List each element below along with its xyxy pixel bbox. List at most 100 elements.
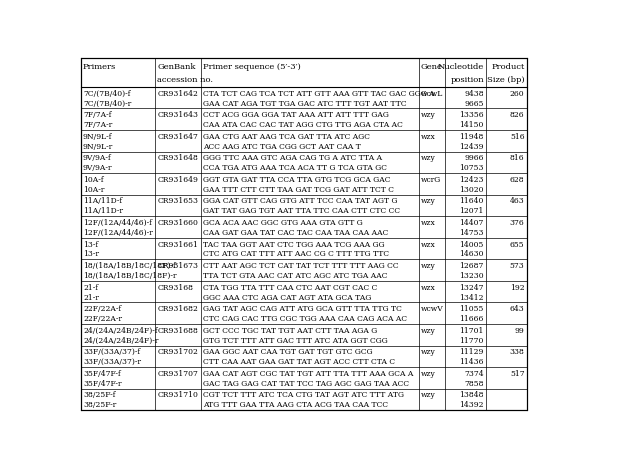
Text: 12439: 12439 xyxy=(459,143,484,150)
Text: 11A/11D-f: 11A/11D-f xyxy=(83,197,122,205)
Text: CGT TCT TTT ATC TCA CTG TAT AGT ATC TTT ATG: CGT TCT TTT ATC TCA CTG TAT AGT ATC TTT … xyxy=(203,391,404,399)
Text: 18/(18A/18B/18C/18F)-f: 18/(18A/18B/18C/18F)-f xyxy=(83,262,176,269)
Text: 12423: 12423 xyxy=(459,175,484,183)
Text: 9665: 9665 xyxy=(464,100,484,107)
Text: 12F/(12A/44/46)-f: 12F/(12A/44/46)-f xyxy=(83,219,152,226)
Text: GCT CCC TGC TAT TGT AAT CTT TAA AGA G: GCT CCC TGC TAT TGT AAT CTT TAA AGA G xyxy=(203,326,377,334)
Text: 826: 826 xyxy=(510,111,525,119)
Text: 9V/9A-f: 9V/9A-f xyxy=(83,154,112,162)
Text: CR931702: CR931702 xyxy=(157,348,198,356)
Text: GAA CAT AGT CGC TAT TGT ATT TTA TTT AAA GCA A: GAA CAT AGT CGC TAT TGT ATT TTA TTT AAA … xyxy=(203,369,413,377)
Text: 260: 260 xyxy=(510,89,525,97)
Text: wzx: wzx xyxy=(421,283,436,291)
Text: 7C/(7B/40)-r: 7C/(7B/40)-r xyxy=(83,100,131,107)
Text: GGT GTA GAT TTA CCA TTA GTG TCG GCA GAC: GGT GTA GAT TTA CCA TTA GTG TCG GCA GAC xyxy=(203,175,390,183)
Text: CCT ACG GGA GGA TAT AAA ATT ATT TTT GAG: CCT ACG GGA GGA TAT AAA ATT ATT TTT GAG xyxy=(203,111,389,119)
Text: wzx: wzx xyxy=(421,240,436,248)
Text: CR931682: CR931682 xyxy=(157,305,198,313)
Text: wcwL: wcwL xyxy=(421,89,443,97)
Text: 14407: 14407 xyxy=(460,219,484,226)
Text: 573: 573 xyxy=(510,262,525,269)
Text: 516: 516 xyxy=(510,132,525,140)
Text: GAG TAT AGC CAG ATT ATG GCA GTT TTA TTG TC: GAG TAT AGC CAG ATT ATG GCA GTT TTA TTG … xyxy=(203,305,402,313)
Text: CTA TCT CAG TCA TCT ATT GTT AAA GTT TAC GAC GGG A: CTA TCT CAG TCA TCT ATT GTT AAA GTT TAC … xyxy=(203,89,434,97)
Text: 99: 99 xyxy=(515,326,525,334)
Text: CR931688: CR931688 xyxy=(157,326,198,334)
Text: 338: 338 xyxy=(510,348,525,356)
Text: 13230: 13230 xyxy=(459,271,484,279)
Text: wzy: wzy xyxy=(421,348,436,356)
Text: 9N/9L-r: 9N/9L-r xyxy=(83,143,113,150)
Text: 13020: 13020 xyxy=(459,185,484,194)
Text: 11A/11D-r: 11A/11D-r xyxy=(83,207,123,215)
Text: 7C/(7B/40)-f: 7C/(7B/40)-f xyxy=(83,89,130,97)
Text: 33F/(33A/37)-r: 33F/(33A/37)-r xyxy=(83,357,141,365)
Text: CR931661: CR931661 xyxy=(157,240,198,248)
Text: GCA ACA AAC GGC GTG AAA GTA GTT G: GCA ACA AAC GGC GTG AAA GTA GTT G xyxy=(203,219,363,226)
Text: 13-f: 13-f xyxy=(83,240,98,248)
Text: 12687: 12687 xyxy=(460,262,484,269)
Text: 655: 655 xyxy=(510,240,525,248)
Text: 21-f: 21-f xyxy=(83,283,98,291)
Text: wzy: wzy xyxy=(421,326,436,334)
Text: CAA GAT GAA TAT CAC TAC CAA TAA CAA AAC: CAA GAT GAA TAT CAC TAC CAA TAA CAA AAC xyxy=(203,228,388,237)
Text: wcrG: wcrG xyxy=(421,175,441,183)
Text: CR931648: CR931648 xyxy=(157,154,198,162)
Text: 463: 463 xyxy=(510,197,525,205)
Text: 22F/22A-r: 22F/22A-r xyxy=(83,314,122,322)
Text: 11436: 11436 xyxy=(459,357,484,365)
Text: TTA TCT GTA AAC CAT ATC AGC ATC TGA AAC: TTA TCT GTA AAC CAT ATC AGC ATC TGA AAC xyxy=(203,271,387,279)
Text: 13-r: 13-r xyxy=(83,250,99,258)
Text: 376: 376 xyxy=(510,219,525,226)
Text: 13412: 13412 xyxy=(459,293,484,301)
Text: GAA GGC AAT CAA TGT GAT TGT GTC GCG: GAA GGC AAT CAA TGT GAT TGT GTC GCG xyxy=(203,348,373,356)
Text: 9N/9L-f: 9N/9L-f xyxy=(83,132,112,140)
Text: CTC CAG CAC TTG CGC TGG AAA CAA CAG ACA AC: CTC CAG CAC TTG CGC TGG AAA CAA CAG ACA … xyxy=(203,314,407,322)
Text: GAC TAG GAG CAT TAT TCC TAG AGC GAG TAA ACC: GAC TAG GAG CAT TAT TCC TAG AGC GAG TAA … xyxy=(203,379,409,387)
Text: 11948: 11948 xyxy=(460,132,484,140)
Text: CTT CAA AAT GAA GAT TAT AGT ACC CTT CTA C: CTT CAA AAT GAA GAT TAT AGT ACC CTT CTA … xyxy=(203,357,395,365)
Text: wzx: wzx xyxy=(421,219,436,226)
Text: CR931710: CR931710 xyxy=(157,391,198,399)
Text: wzy: wzy xyxy=(421,111,436,119)
Text: GGC AAA CTC AGA CAT AGT ATA GCA TAG: GGC AAA CTC AGA CAT AGT ATA GCA TAG xyxy=(203,293,371,301)
Text: CTC ATG CAT TTT ATT AAC CG C TTT TTG TTC: CTC ATG CAT TTT ATT AAC CG C TTT TTG TTC xyxy=(203,250,389,258)
Text: GAT TAT GAG TGT AAT TTA TTC CAA CTT CTC CC: GAT TAT GAG TGT AAT TTA TTC CAA CTT CTC … xyxy=(203,207,400,215)
Text: 24/(24A/24B/24F)-r: 24/(24A/24B/24F)-r xyxy=(83,336,158,344)
Text: 9966: 9966 xyxy=(464,154,484,162)
Text: wzy: wzy xyxy=(421,391,436,399)
Text: Primers: Primers xyxy=(83,63,116,71)
Text: ATG TTT GAA TTA AAG CTA ACG TAA CAA TCC: ATG TTT GAA TTA AAG CTA ACG TAA CAA TCC xyxy=(203,400,388,408)
Text: CR931643: CR931643 xyxy=(157,111,198,119)
Text: 11770: 11770 xyxy=(460,336,484,344)
Text: wcwV: wcwV xyxy=(421,305,443,313)
Text: 9438: 9438 xyxy=(464,89,484,97)
Text: 13848: 13848 xyxy=(459,391,484,399)
Text: 33F/(33A/37)-f: 33F/(33A/37)-f xyxy=(83,348,140,356)
Text: CR931647: CR931647 xyxy=(157,132,198,140)
Text: 11666: 11666 xyxy=(460,314,484,322)
Text: CR931653: CR931653 xyxy=(157,197,198,205)
Text: 14150: 14150 xyxy=(460,121,484,129)
Text: CAA ATA CAC CAC TAT AGG CTG TTG AGA CTA AC: CAA ATA CAC CAC TAT AGG CTG TTG AGA CTA … xyxy=(203,121,402,129)
Text: CR931673: CR931673 xyxy=(157,262,198,269)
Text: 816: 816 xyxy=(510,154,525,162)
Text: Product: Product xyxy=(491,63,525,71)
Text: GAA CTG AAT AAG TCA GAT TTA ATC AGC: GAA CTG AAT AAG TCA GAT TTA ATC AGC xyxy=(203,132,370,140)
Text: wzy: wzy xyxy=(421,154,436,162)
Text: 18/(18A/18B/18C/18F)-r: 18/(18A/18B/18C/18F)-r xyxy=(83,271,177,279)
Text: 24/(24A/24B/24F)-f: 24/(24A/24B/24F)-f xyxy=(83,326,158,334)
Text: accession no.: accession no. xyxy=(157,75,213,83)
Text: 12071: 12071 xyxy=(460,207,484,215)
Text: 35F/47F-f: 35F/47F-f xyxy=(83,369,121,377)
Text: 38/25F-f: 38/25F-f xyxy=(83,391,116,399)
Text: 628: 628 xyxy=(510,175,525,183)
Text: 10A-f: 10A-f xyxy=(83,175,104,183)
Text: 10A-r: 10A-r xyxy=(83,185,104,194)
Text: GAA CAT AGA TGT TGA GAC ATC TTT TGT AAT TTC: GAA CAT AGA TGT TGA GAC ATC TTT TGT AAT … xyxy=(203,100,407,107)
Text: 10753: 10753 xyxy=(459,164,484,172)
Text: GGA CAT GTT CAG GTG ATT TCC CAA TAT AGT G: GGA CAT GTT CAG GTG ATT TCC CAA TAT AGT … xyxy=(203,197,397,205)
Text: 14392: 14392 xyxy=(459,400,484,408)
Text: 7858: 7858 xyxy=(464,379,484,387)
Text: Gene: Gene xyxy=(421,63,442,71)
